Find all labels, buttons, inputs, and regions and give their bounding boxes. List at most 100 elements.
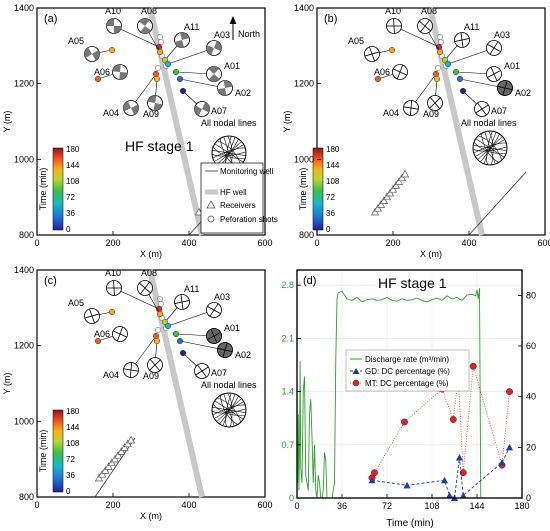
receiver-icon [385, 188, 395, 197]
x-tick-label: 200 [105, 500, 120, 510]
legend-receiver-label: Receivers [220, 201, 256, 210]
beachball-quadrant [84, 47, 92, 58]
legend-gd-marker [352, 368, 360, 374]
beachball-label: A04 [383, 108, 399, 118]
x-tick-label: 400 [181, 500, 196, 510]
x-axis-label: X (m) [140, 511, 162, 521]
legend-perforation-icon [207, 215, 215, 223]
beachball-quadrant [153, 103, 163, 111]
mt-line [371, 366, 510, 478]
nodal-line [473, 142, 507, 154]
perforation-shot [161, 318, 169, 326]
y-tick-label: 800 [19, 492, 34, 502]
panel-b-frame [316, 7, 546, 236]
beachball-leader [113, 287, 160, 310]
beachball-label: A01 [224, 323, 240, 333]
nodal-line [89, 308, 95, 324]
beachball-quadrant [140, 26, 151, 34]
beachball-quadrant [174, 40, 185, 48]
mt-point [449, 416, 457, 423]
monitoring-well [468, 171, 527, 236]
beachball-label: A05 [348, 36, 364, 46]
colorbar-tick: 0 [326, 225, 331, 234]
y-axis-label: Y (m) [2, 373, 12, 395]
stage-label: HF stage 1 [125, 138, 194, 154]
x-tick-label: 0 [294, 501, 299, 511]
nodal-line [396, 64, 404, 80]
beachball-label: A06 [94, 329, 110, 339]
panel-c-frame [36, 269, 266, 498]
colorbar-tick: 144 [326, 161, 340, 170]
beachball-label: A11 [184, 284, 199, 294]
perforation-shot [444, 60, 452, 68]
colorbar-tick: 144 [66, 161, 80, 170]
beachball-label: A01 [504, 61, 520, 71]
colorbar-tick: 36 [66, 209, 75, 218]
beachball-quadrant [119, 72, 128, 80]
receiver-array [94, 435, 136, 482]
receiver-icon [382, 192, 392, 201]
colorbar-bar [312, 147, 324, 231]
beachball-leader [167, 309, 215, 327]
colorbar-tick: 180 [326, 145, 340, 154]
receiver-icon [376, 200, 386, 208]
nodal-line [113, 280, 115, 296]
legend-mt-marker [352, 379, 360, 387]
x-tick-label: 600 [537, 238, 550, 248]
receiver-icon [120, 443, 129, 451]
y-axis-label: Y (m) [2, 111, 12, 133]
perforation-shot [441, 56, 449, 64]
nodal-line [212, 150, 246, 156]
colorbar-tick: 144 [66, 423, 80, 432]
beachball-quadrant [206, 45, 214, 56]
y-tick-label: 1400 [14, 265, 34, 275]
nodal-lines-label: All nodal lines [201, 380, 257, 390]
colorbar-label: Time (min) [38, 430, 48, 473]
perforation-shot [164, 322, 172, 330]
nodal-line [429, 97, 441, 109]
legend-perforation-label: Peforation shots [220, 215, 278, 224]
beachball-quadrant [179, 32, 190, 40]
nodal-lines-label: All nodal lines [461, 118, 517, 128]
beachball-label: A05 [68, 298, 84, 308]
receiver-icon [391, 181, 401, 189]
perforation-shot [172, 330, 180, 338]
discharge-rate-line [296, 288, 522, 499]
nodal-line [149, 359, 161, 371]
chart-xlabel: Time (min) [386, 518, 433, 529]
gd-point [368, 476, 376, 484]
perforation-shot [94, 75, 102, 83]
nodal-line [197, 364, 207, 378]
nodal-line [212, 147, 246, 159]
beachball-label: A04 [103, 108, 119, 118]
receiver-icon [94, 473, 104, 482]
mt-point [371, 469, 378, 477]
y-axis-label: Y (m) [282, 111, 292, 133]
receiver-icon [379, 196, 389, 204]
beachball-quadrant [139, 18, 150, 26]
nodal-line [473, 145, 507, 151]
y-right-tick-label: 0 [526, 493, 531, 503]
receiver-icon [123, 439, 132, 448]
gd-point [456, 453, 463, 461]
receiver-icon [110, 454, 120, 463]
beachball-label: A07 [211, 368, 227, 378]
gd-point [403, 481, 411, 489]
beachball-label: A07 [491, 106, 507, 116]
perforation-shot [452, 68, 460, 76]
x-tick-label: 200 [105, 238, 120, 248]
colorbar: Time (min) 180 144 108 72 36 0 [298, 145, 340, 234]
colorbar-tick: 36 [326, 209, 335, 218]
nodal-line [174, 300, 190, 304]
north-arrow-icon [229, 16, 237, 40]
y-left-tick-label: 0.7 [281, 440, 294, 450]
perforation-shot [152, 70, 160, 78]
x-tick-label: 108 [424, 501, 439, 511]
gd-point [498, 459, 506, 466]
chart-legend-box [345, 349, 470, 392]
perforation-shot [94, 337, 102, 345]
x-tick-label: 180 [514, 501, 529, 511]
y-left-tick-label: 0 [289, 493, 294, 503]
x-tick-label: 200 [385, 238, 400, 248]
receiver-icon [126, 435, 136, 444]
